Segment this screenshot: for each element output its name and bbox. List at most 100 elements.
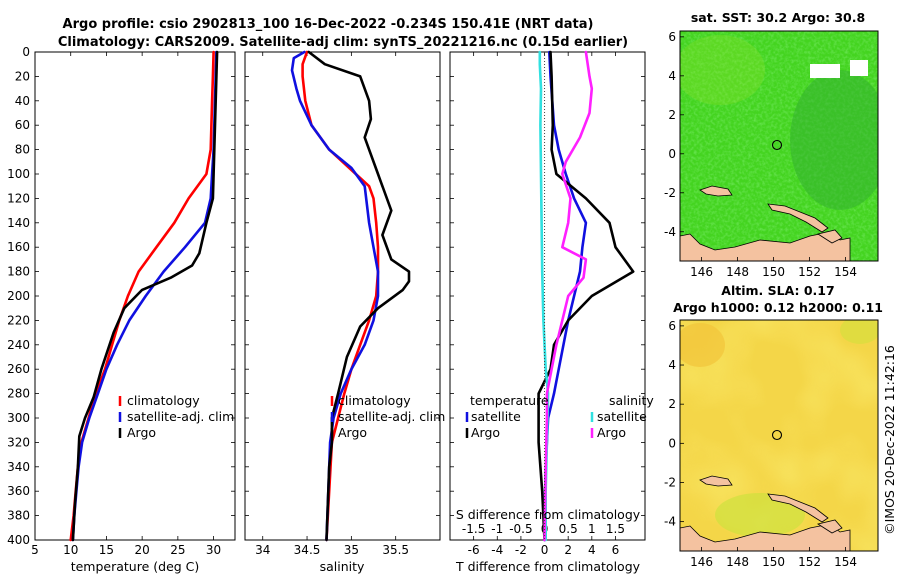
map-x-tick-label: 152 (798, 265, 821, 279)
legend-label-satellite: satellite-adj. clim (338, 409, 445, 424)
sst-cool-patch (790, 70, 878, 210)
legend-label-climatology: climatology (338, 393, 411, 408)
sla-map-title-1: Altim. SLA: 0.17 (721, 283, 834, 298)
series-line-s-argo (543, 50, 594, 542)
sla-map-frame (679, 319, 879, 552)
sst-land-new-guinea (680, 231, 851, 261)
x-tick-label: 10 (63, 543, 78, 557)
sst-map-frame (679, 30, 879, 262)
map-x-tick-label: 146 (690, 265, 713, 279)
x-tick-label: 4 (588, 543, 596, 557)
depth-tick-label: 220 (7, 313, 30, 327)
imos-timestamp: ©IMOS 20-Dec-2022 11:42:16 (882, 345, 897, 535)
depth-tick-label: 120 (7, 191, 30, 205)
secondary-tick-label: -1 (491, 522, 503, 536)
x-tick-label: 0 (541, 543, 549, 557)
x-tick-label: 34.5 (294, 543, 321, 557)
sst-land-new-britain (816, 229, 843, 244)
x-tick-label: 25 (170, 543, 185, 557)
legend-label-argo: Argo (338, 425, 367, 440)
sla-land-new-hanover (699, 475, 733, 487)
series-line-t-argo (537, 50, 635, 542)
x-tick-label: 34 (255, 543, 270, 557)
map-y-tick-label: -2 (664, 475, 676, 489)
x-tick-label: -2 (515, 543, 527, 557)
sst-cloud-gap (850, 60, 868, 76)
depth-tick-label: 140 (7, 216, 30, 230)
map-y-tick-label: 2 (668, 108, 676, 122)
depth-tick-label: 20 (15, 69, 30, 83)
x-tick-label: 30 (206, 543, 221, 557)
depth-tick-label: 240 (7, 338, 30, 352)
salinity-panel (244, 51, 441, 541)
series-line-climatology (301, 50, 380, 542)
legend-label-s-satellite: satellite (597, 409, 647, 424)
map-y-tick-label: -2 (664, 186, 676, 200)
sla-land-new-ireland (767, 493, 829, 523)
secondary-tick-label: -1.5 (462, 522, 485, 536)
sla-map (680, 320, 878, 551)
map-x-tick-label: 150 (762, 555, 785, 569)
depth-tick-label: 380 (7, 509, 30, 523)
sst-map-title: sat. SST: 30.2 Argo: 30.8 (691, 10, 865, 25)
temperature-plot: 5 10 15 20 25 30 (31, 50, 235, 557)
salinity-plot: 34 34.5 35 35.5 (245, 50, 440, 557)
depth-tick-label: 0 (22, 45, 30, 59)
legend-label-s-argo: Argo (597, 425, 626, 440)
secondary-tick-label: 1.5 (606, 522, 625, 536)
legend-title-temperature: temperature (470, 393, 549, 408)
series-line-argo (71, 50, 219, 542)
map-y-tick-label: 6 (668, 30, 676, 44)
sla-argo-marker (771, 429, 783, 441)
depth-tick-label: 60 (15, 118, 30, 132)
depth-tick-label: 100 (7, 167, 30, 181)
depth-tick-label: 200 (7, 289, 30, 303)
sla-low-patch (840, 320, 878, 344)
map-y-tick-label: 6 (668, 319, 676, 333)
map-x-tick-label: 148 (726, 555, 749, 569)
map-y-tick-label: 0 (668, 436, 676, 450)
sla-map-axes: 146 148 150 152 154 6 4 2 0 -2 -4 (664, 319, 857, 569)
x-tick-label: 5 (31, 543, 39, 557)
legend-label-argo: Argo (127, 425, 156, 440)
map-y-tick-label: -4 (664, 225, 676, 239)
difference-legend: temperature salinity satellite Argo sate… (465, 393, 654, 440)
difference-secondary-label: S difference from climatology (456, 507, 641, 522)
sla-map-title-2: Argo h1000: 0.12 h2000: 0.11 (673, 300, 883, 315)
sst-argo-marker (771, 139, 783, 151)
legend-label-t-satellite: satellite (471, 409, 521, 424)
depth-tick-label: 160 (7, 240, 30, 254)
map-y-tick-label: -4 (664, 515, 676, 529)
sla-high-patch (680, 323, 725, 367)
depth-tick-label: 280 (7, 387, 30, 401)
legend-label-climatology: climatology (127, 393, 200, 408)
temperature-xlabel: temperature (deg C) (71, 559, 200, 574)
sst-warm-patch (680, 35, 765, 105)
legend-label-satellite: satellite-adj. clim (127, 409, 234, 424)
depth-tick-label: 400 (7, 533, 30, 547)
map-y-tick-label: 4 (668, 69, 676, 83)
depth-tick-label: 80 (15, 143, 30, 157)
series-line-argo (307, 50, 411, 542)
sst-map (680, 31, 878, 261)
x-tick-label: 20 (135, 543, 150, 557)
map-y-tick-label: 4 (668, 358, 676, 372)
depth-tick-label: 180 (7, 265, 30, 279)
map-x-tick-label: 154 (834, 555, 857, 569)
x-tick-label: -4 (491, 543, 503, 557)
x-tick-label: 35 (344, 543, 359, 557)
sla-land-new-guinea (680, 523, 851, 551)
depth-tick-label: 300 (7, 411, 30, 425)
temperature-legend: climatology satellite-adj. clim Argo (118, 393, 234, 440)
series-line-satellite-adj-clim (290, 50, 380, 542)
legend-label-t-argo: Argo (471, 425, 500, 440)
sla-land-new-britain (816, 519, 843, 534)
map-x-tick-label: 152 (798, 555, 821, 569)
x-tick-label: 6 (612, 543, 620, 557)
sst-land-new-hanover (699, 185, 733, 197)
depth-tick-label: 320 (7, 435, 30, 449)
x-tick-label: 15 (99, 543, 114, 557)
secondary-tick-label: -0.5 (509, 522, 532, 536)
